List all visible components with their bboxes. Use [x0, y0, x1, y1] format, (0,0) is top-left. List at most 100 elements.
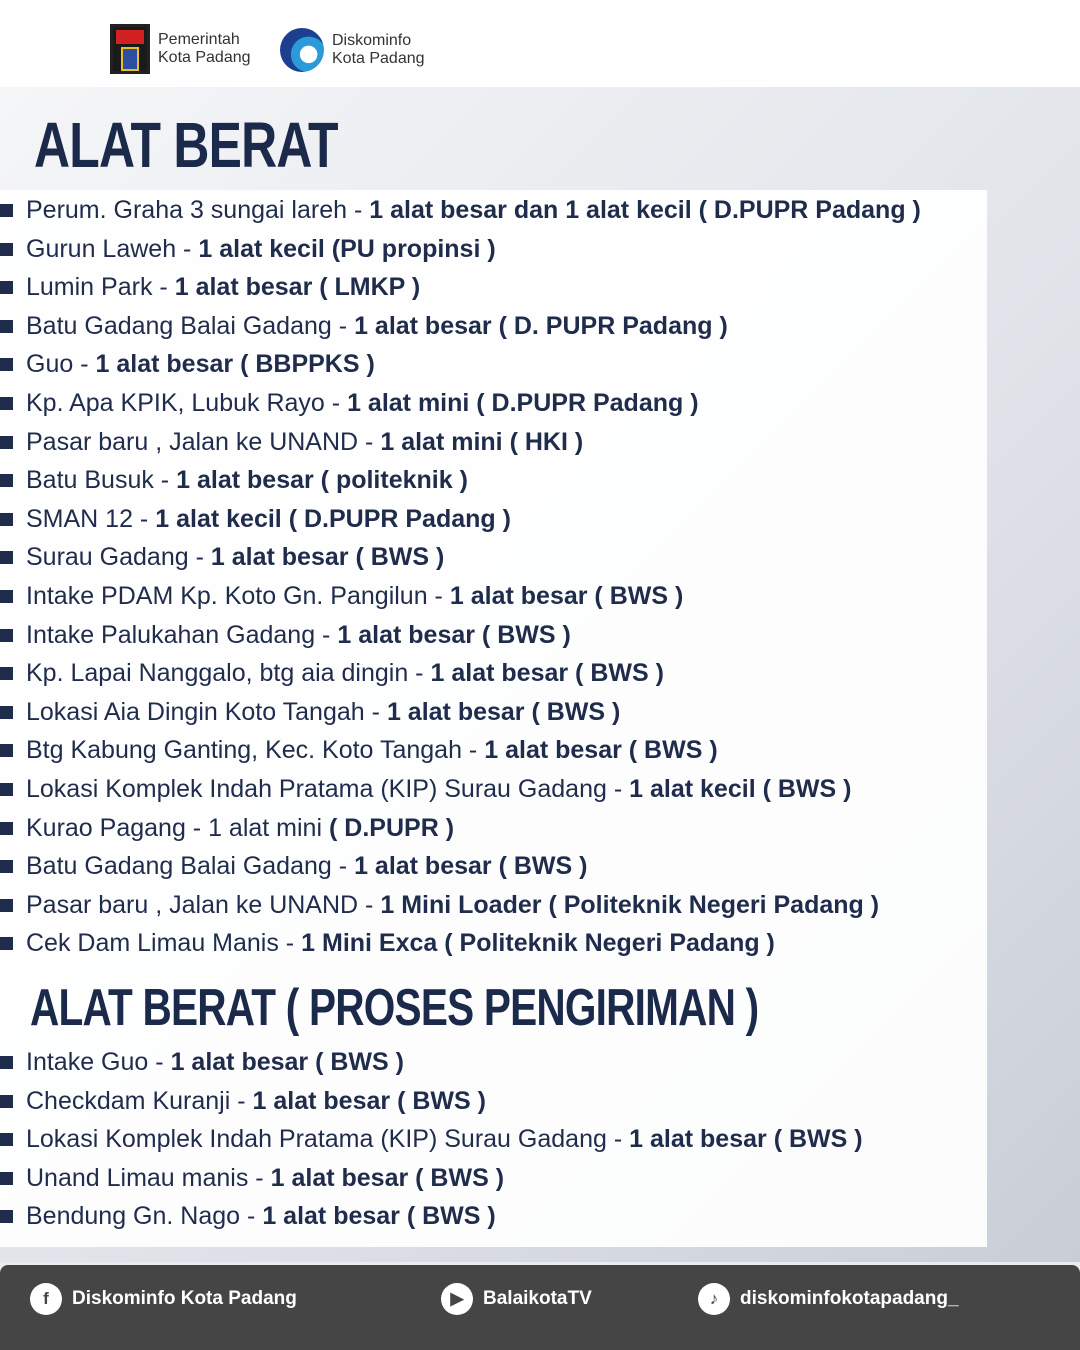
- list-card: [0, 190, 987, 1247]
- location: Perum. Graha 3 sungai lareh -: [26, 196, 363, 224]
- equipment-detail: 1 Mini Loader ( Politeknik Negeri Padang…: [380, 890, 880, 919]
- bullet-icon: [0, 242, 13, 256]
- bullet-icon: [0, 1133, 13, 1146]
- location: Kp. Apa KPIK, Lubuk Rayo -: [26, 389, 341, 417]
- list-item: Lokasi Komplek Indah Pratama (KIP) Surau…: [0, 1125, 863, 1154]
- equipment-detail: 1 alat mini ( D.PUPR Padang ): [347, 389, 699, 417]
- list-item: Bendung Gn. Nago -1 alat besar ( BWS ): [0, 1202, 496, 1231]
- equipment-detail: 1 alat kecil ( D.PUPR Padang ): [155, 504, 511, 533]
- equipment-detail: 1 alat kecil (PU propinsi ): [198, 234, 496, 263]
- location: Cek Dam Limau Manis -: [26, 929, 295, 958]
- bullet-icon: [0, 1056, 13, 1069]
- equipment-detail: 1 alat besar ( BWS ): [262, 1202, 496, 1230]
- equipment-detail: 1 alat besar dan 1 alat kecil ( D.PUPR P…: [369, 196, 921, 224]
- location: SMAN 12 -: [26, 504, 149, 533]
- section1-title: ALAT BERAT: [34, 109, 338, 181]
- equipment-detail: 1 alat besar ( BWS ): [430, 659, 664, 688]
- location: Batu Gadang Balai Gadang -: [26, 852, 348, 881]
- bullet-icon: [0, 281, 13, 295]
- equipment-detail: 1 alat besar ( D. PUPR Padang ): [354, 311, 728, 340]
- list-item: Kurao Pagang - 1 alat mini( D.PUPR ): [0, 814, 454, 843]
- list-item: Lokasi Komplek Indah Pratama (KIP) Surau…: [0, 775, 851, 804]
- equipment-detail: 1 alat besar ( BWS ): [270, 1163, 505, 1192]
- bullet-icon: [0, 435, 13, 449]
- list-item: Intake Palukahan Gadang -1 alat besar ( …: [0, 621, 571, 650]
- diskominfo-logo: Diskominfo Kota Padang: [280, 28, 425, 72]
- bullet-icon: [0, 474, 13, 488]
- bullet-icon: [0, 1210, 13, 1223]
- location: Btg Kabung Ganting, Kec. Koto Tangah -: [26, 736, 478, 765]
- equipment-detail: 1 alat kecil ( BWS ): [629, 775, 852, 803]
- list-item: Gurun Laweh -1 alat kecil (PU propinsi ): [0, 235, 496, 264]
- list-item: Guo -1 alat besar ( BBPPKS ): [0, 350, 375, 379]
- equipment-detail: ( D.PUPR ): [329, 813, 455, 842]
- list-item: Checkdam Kuranji -1 alat besar ( BWS ): [0, 1087, 486, 1116]
- bullet-icon: [0, 319, 13, 333]
- list-item: Pasar baru , Jalan ke UNAND -1 alat mini…: [0, 428, 583, 457]
- equipment-detail: 1 alat besar ( LMKP ): [174, 273, 421, 302]
- youtube-label: BalaikotaTV: [483, 1288, 592, 1309]
- section2-title: ALAT BERAT ( PROSES PENGIRIMAN ): [30, 979, 759, 1037]
- bullet-icon: [0, 628, 13, 642]
- bullet-icon: [0, 744, 13, 758]
- location: Checkdam Kuranji -: [26, 1086, 246, 1115]
- logo1-line2: Kota Padang: [158, 49, 251, 66]
- bullet-icon: [0, 783, 13, 796]
- bullet-icon: [0, 397, 13, 410]
- list-item: Batu Gadang Balai Gadang -1 alat besar (…: [0, 312, 728, 341]
- bullet-icon: [0, 821, 13, 835]
- equipment-detail: 1 alat besar ( BWS ): [170, 1048, 404, 1076]
- youtube-link[interactable]: ▶ BalaikotaTV: [441, 1283, 592, 1315]
- equipment-detail: 1 alat besar ( BWS ): [252, 1086, 486, 1115]
- list-item: Perum. Graha 3 sungai lareh -1 alat besa…: [0, 196, 921, 225]
- location: Batu Busuk -: [26, 466, 170, 495]
- bullet-icon: [0, 667, 13, 681]
- location: Pasar baru , Jalan ke UNAND -: [26, 890, 374, 919]
- equipment-detail: 1 Mini Exca ( Politeknik Negeri Padang ): [301, 929, 775, 958]
- bullet-icon: [0, 1094, 13, 1108]
- list-item: Intake Guo -1 alat besar ( BWS ): [0, 1048, 404, 1077]
- equipment-detail: 1 alat besar ( BBPPKS ): [95, 350, 375, 379]
- location: Surau Gadang -: [26, 543, 204, 572]
- bullet-icon: [0, 937, 13, 951]
- youtube-icon: ▶: [441, 1283, 473, 1315]
- bullet-icon: [0, 551, 13, 565]
- logo2-line2: Kota Padang: [332, 50, 425, 67]
- list-item: Btg Kabung Ganting, Kec. Koto Tangah -1 …: [0, 736, 718, 765]
- facebook-link[interactable]: f Diskominfo Kota Padang: [30, 1283, 297, 1315]
- list-item: SMAN 12 -1 alat kecil ( D.PUPR Padang ): [0, 505, 511, 534]
- location: Kp. Lapai Nanggalo, btg aia dingin -: [26, 659, 424, 688]
- list-item: Surau Gadang -1 alat besar ( BWS ): [0, 543, 444, 572]
- list-item: Lumin Park -1 alat besar ( LMKP ): [0, 273, 420, 302]
- location: Intake PDAM Kp. Koto Gn. Pangilun -: [26, 582, 443, 610]
- list-item: Lokasi Aia Dingin Koto Tangah -1 alat be…: [0, 698, 620, 727]
- list-item: Cek Dam Limau Manis -1 Mini Exca ( Polit…: [0, 929, 775, 958]
- bullet-icon: [0, 860, 13, 874]
- list-item: Batu Busuk -1 alat besar ( politeknik ): [0, 466, 468, 495]
- location: Pasar baru , Jalan ke UNAND -: [26, 427, 374, 456]
- location: Unand Limau manis -: [26, 1163, 264, 1192]
- equipment-detail: 1 alat besar ( BWS ): [449, 582, 684, 610]
- bullet-icon: [0, 512, 13, 526]
- bullet-icon: [0, 590, 13, 603]
- location: Lumin Park -: [26, 273, 168, 302]
- equipment-detail: 1 alat besar ( BWS ): [354, 852, 588, 881]
- location: Intake Guo -: [26, 1048, 164, 1076]
- equipment-detail: 1 alat besar ( BWS ): [484, 736, 718, 765]
- bullet-icon: [0, 204, 13, 217]
- list-item: Batu Gadang Balai Gadang -1 alat besar (…: [0, 852, 587, 881]
- equipment-detail: 1 alat mini ( HKI ): [380, 427, 584, 456]
- facebook-icon: f: [30, 1283, 62, 1315]
- location: Guo -: [26, 350, 89, 379]
- equipment-detail: 1 alat besar ( BWS ): [386, 697, 621, 726]
- location: Batu Gadang Balai Gadang -: [26, 311, 348, 340]
- list-item: Pasar baru , Jalan ke UNAND -1 Mini Load…: [0, 891, 879, 920]
- bullet-icon: [0, 1171, 13, 1185]
- footer: f Diskominfo Kota Padang ▶ BalaikotaTV ♪ di…: [0, 1265, 1080, 1350]
- location: Intake Palukahan Gadang -: [26, 620, 331, 649]
- equipment-detail: 1 alat besar ( BWS ): [629, 1125, 863, 1153]
- tiktok-link[interactable]: ♪ diskominfokotapadang_: [698, 1283, 959, 1315]
- logo1-line1: Pemerintah: [158, 31, 240, 48]
- logo2-line1: Diskominfo: [332, 32, 412, 49]
- bullet-icon: [0, 898, 13, 912]
